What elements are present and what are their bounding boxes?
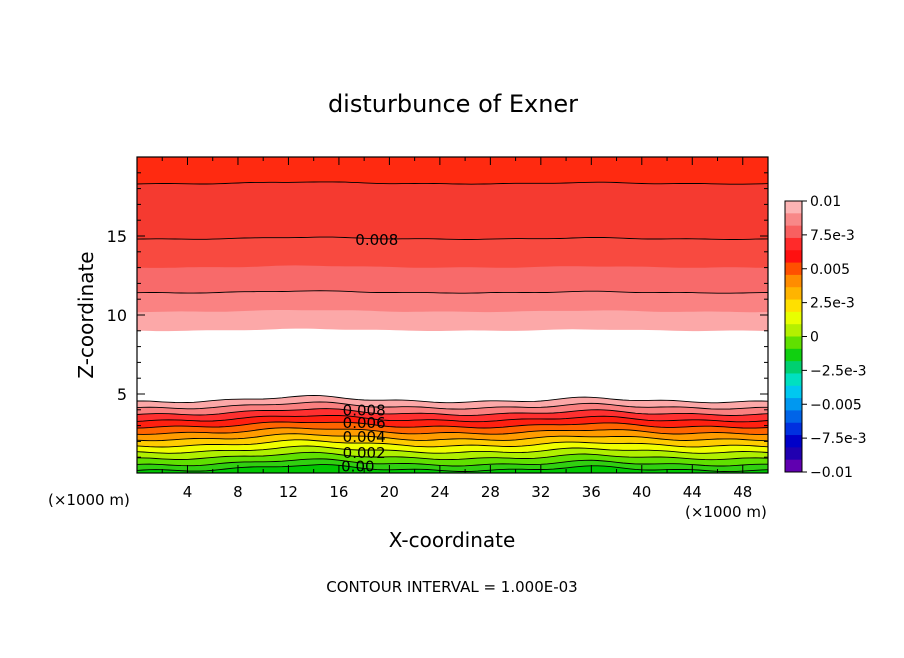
contour-line bbox=[137, 451, 768, 461]
contour-line bbox=[137, 414, 768, 423]
colorbar-label: −0.005 bbox=[810, 397, 862, 413]
x-tick-label: 44 bbox=[683, 483, 702, 501]
colorbar-swatch bbox=[785, 225, 802, 239]
x-tick-label: 40 bbox=[632, 483, 651, 501]
contour-fill-layer bbox=[137, 157, 768, 473]
contour-line-layer bbox=[137, 181, 768, 473]
contour-line bbox=[137, 395, 768, 404]
contour-line bbox=[137, 439, 768, 448]
y-tick-label: 15 bbox=[107, 227, 127, 246]
x-tick-label: 12 bbox=[279, 483, 298, 501]
colorbar-label: 0.005 bbox=[810, 262, 850, 278]
colorbar-label: 0 bbox=[810, 330, 819, 346]
contour-line bbox=[137, 445, 768, 454]
x-tick-label: 24 bbox=[430, 483, 449, 501]
contour-line bbox=[137, 408, 768, 416]
colorbar-swatch bbox=[785, 348, 802, 362]
x-tick-label: 8 bbox=[233, 483, 243, 501]
colorbar-swatch bbox=[785, 262, 802, 276]
contour-label: 0.004 bbox=[343, 428, 386, 446]
contour-line bbox=[137, 401, 768, 410]
contour-line bbox=[137, 464, 768, 473]
chart-title: disturbunce of Exner bbox=[328, 90, 578, 118]
colorbar-swatch bbox=[785, 422, 802, 436]
contour-line bbox=[137, 458, 768, 467]
colorbar-swatch bbox=[785, 213, 802, 227]
colorbar-swatch bbox=[785, 299, 802, 313]
colorbar-swatch bbox=[785, 361, 802, 374]
x-axis-label: X-coordinate bbox=[389, 528, 516, 552]
y-tick-label: 5 bbox=[117, 385, 127, 404]
contour-label: 0.002 bbox=[343, 444, 386, 462]
contour-line bbox=[137, 236, 768, 240]
contour-label: 0.008 bbox=[355, 231, 398, 249]
contour-line bbox=[137, 290, 768, 294]
contour-line bbox=[137, 181, 768, 185]
x-unit-left: (×1000 m) bbox=[48, 491, 130, 509]
contour-label: 0.008 bbox=[343, 401, 386, 419]
contour-line bbox=[137, 427, 768, 435]
colorbar-swatch bbox=[785, 373, 802, 387]
colorbar-label: 2.5e-3 bbox=[810, 296, 855, 312]
contour-interval-note: CONTOUR INTERVAL = 1.000E-03 bbox=[326, 578, 577, 596]
colorbar-label: 7.5e-3 bbox=[810, 228, 855, 244]
colorbar: 0.01 7.5e-3 0.005 2.5e-3 0 −2.5e-3 −0.005 −7.5e… bbox=[784, 194, 867, 481]
x-unit-right: (×1000 m) bbox=[685, 503, 767, 521]
y-axis-label: Z-coordinate bbox=[74, 251, 98, 378]
colorbar-label: −0.01 bbox=[810, 465, 853, 481]
colorbar-swatch bbox=[785, 410, 802, 424]
contour-line bbox=[137, 433, 768, 442]
contour-label: 0.00 bbox=[341, 458, 374, 476]
colorbar-swatch bbox=[785, 237, 802, 251]
colorbar-label: 0.01 bbox=[810, 194, 841, 210]
x-tick-label: 4 bbox=[183, 483, 193, 501]
colorbar-swatch bbox=[785, 435, 802, 448]
colorbar-swatch bbox=[785, 385, 802, 399]
colorbar-swatch bbox=[785, 250, 802, 264]
x-tick-label: 28 bbox=[481, 483, 500, 501]
colorbar-swatch bbox=[785, 324, 802, 337]
x-tick-label: 16 bbox=[329, 483, 348, 501]
colorbar-swatch bbox=[785, 311, 802, 325]
x-tick-label: 36 bbox=[582, 483, 601, 501]
colorbar-swatch bbox=[785, 459, 802, 473]
colorbar-label: −2.5e-3 bbox=[810, 363, 867, 379]
x-tick-label: 20 bbox=[380, 483, 399, 501]
colorbar-swatch bbox=[785, 336, 802, 350]
colorbar-swatch bbox=[785, 398, 802, 411]
colorbar-label: −7.5e-3 bbox=[810, 431, 867, 447]
contour-label: 0.006 bbox=[343, 414, 386, 432]
y-tick-label: 10 bbox=[107, 306, 127, 325]
colorbar-swatch bbox=[785, 201, 802, 214]
x-tick-label: 48 bbox=[733, 483, 752, 501]
contour-line bbox=[137, 421, 768, 429]
colorbar-swatch bbox=[785, 447, 802, 461]
colorbar-swatch bbox=[785, 274, 802, 288]
x-tick-label: 32 bbox=[531, 483, 550, 501]
colorbar-swatch bbox=[785, 287, 802, 301]
